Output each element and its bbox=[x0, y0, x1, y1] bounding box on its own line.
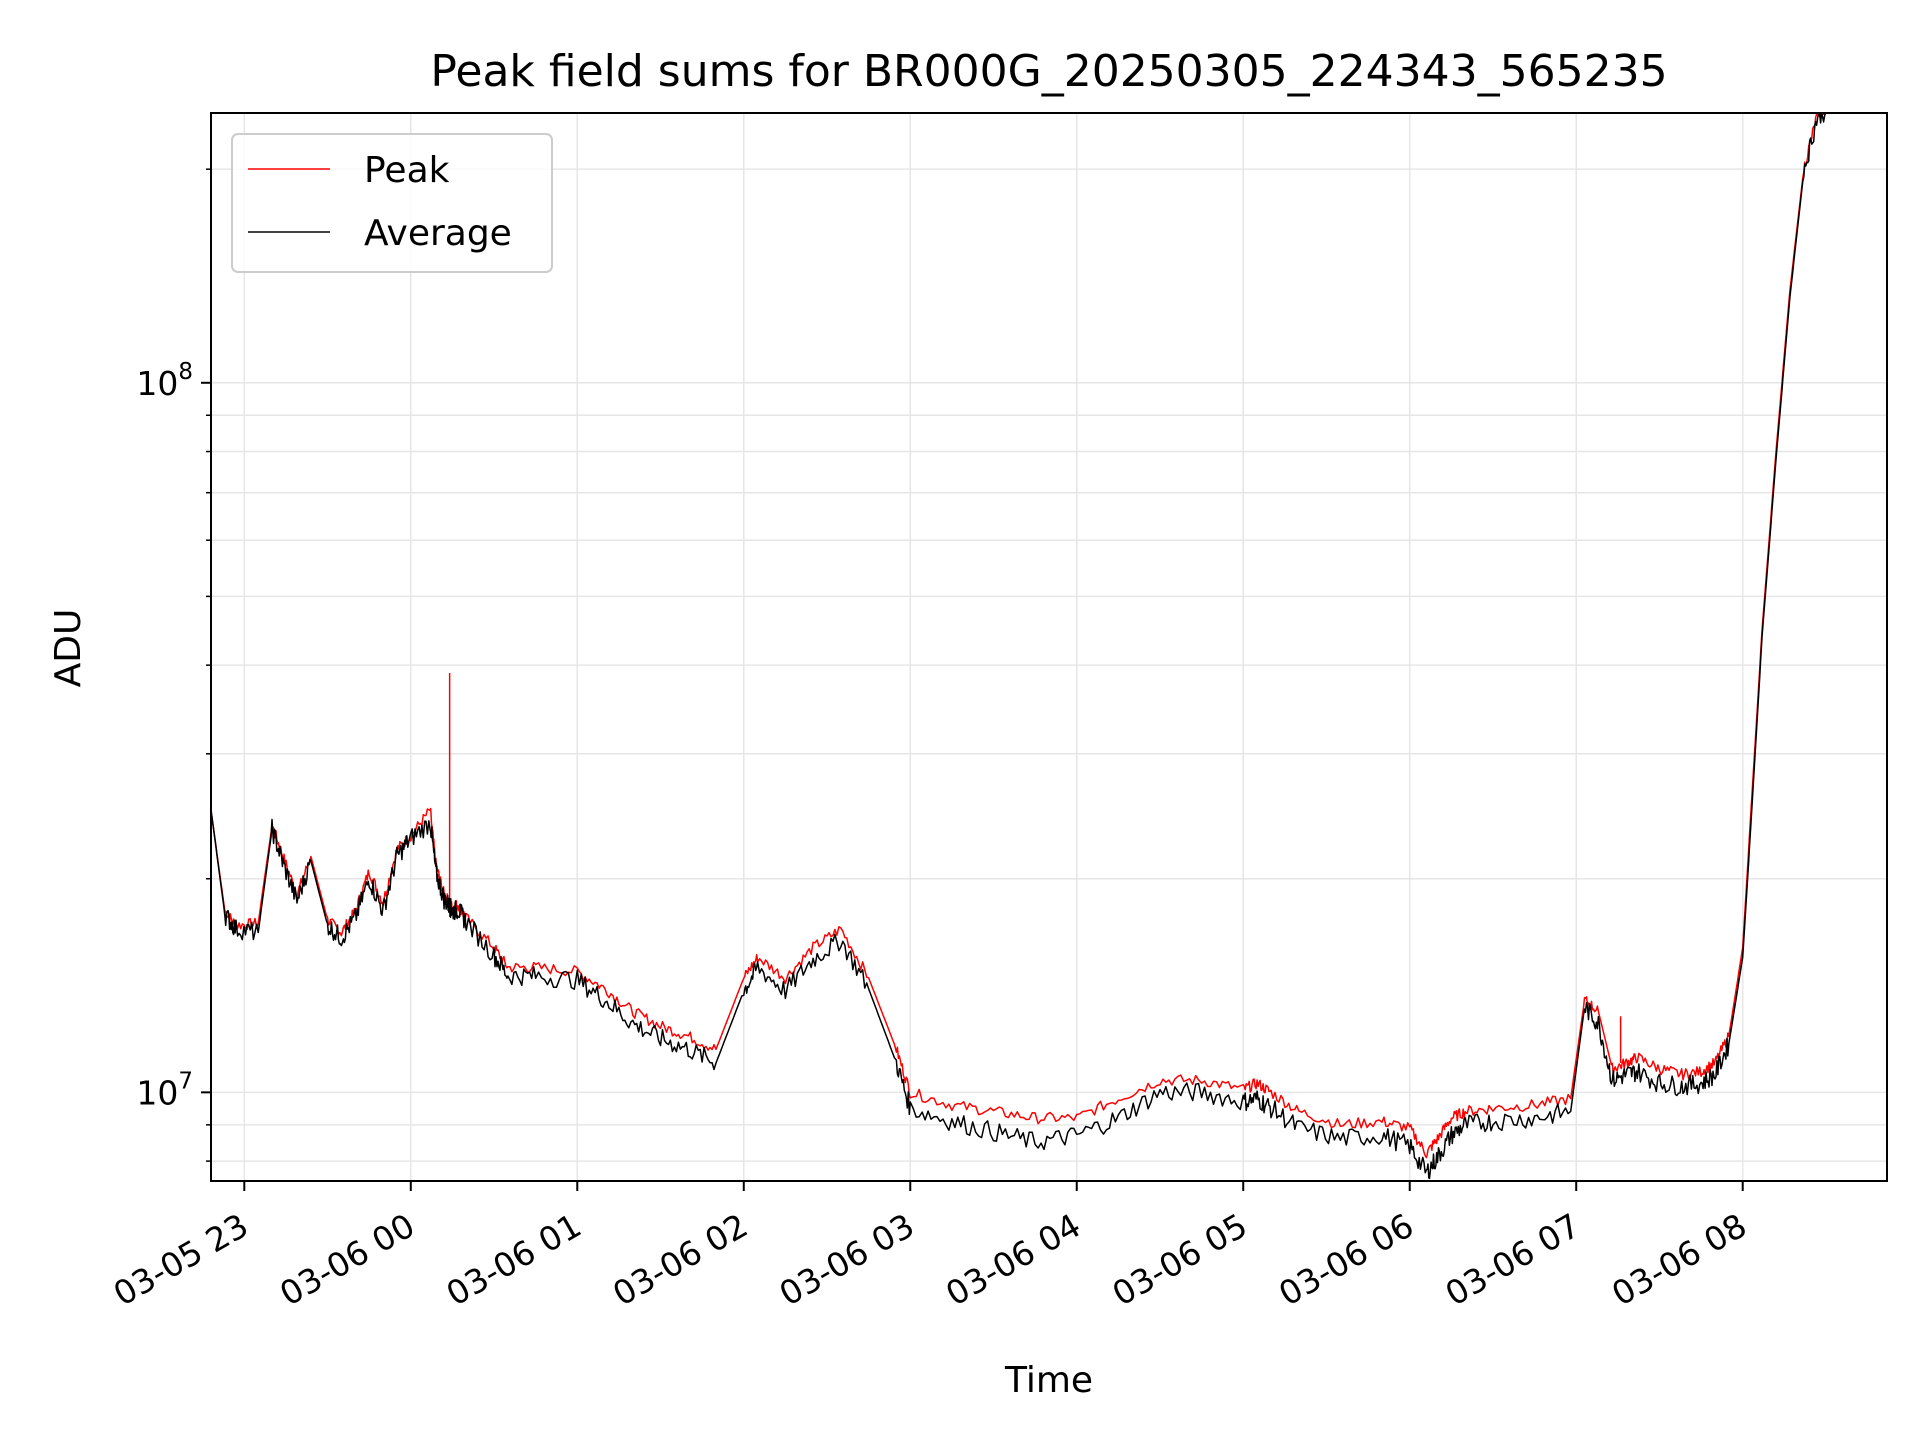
legend-label-average: Average bbox=[364, 213, 512, 254]
grid bbox=[211, 113, 1887, 1181]
chart-title: Peak field sums for BR000G_20250305_2243… bbox=[430, 46, 1667, 97]
series-layer bbox=[210, 112, 1832, 1180]
y-tick-label: 107 bbox=[136, 1068, 193, 1112]
series-line-average bbox=[210, 112, 1832, 1180]
y-axis-label: ADU bbox=[48, 609, 89, 688]
x-axis-label: Time bbox=[1004, 1360, 1093, 1401]
y-tick-label: 108 bbox=[136, 359, 193, 403]
y-axis: 107 108 bbox=[136, 168, 211, 1162]
plot-frame bbox=[210, 112, 1888, 1182]
legend-label-peak: Peak bbox=[364, 150, 450, 191]
legend: Peak Average bbox=[231, 133, 553, 273]
